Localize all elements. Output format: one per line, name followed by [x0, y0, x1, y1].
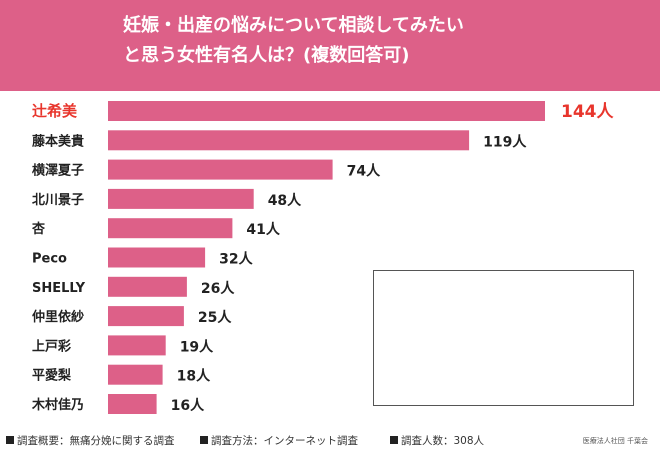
- category-label: 平愛梨: [32, 368, 72, 384]
- bar: [108, 364, 163, 385]
- footer-method: 調査方法：インターネット調査: [200, 434, 358, 448]
- data-label: 26人: [201, 280, 235, 297]
- bar: [108, 394, 157, 414]
- category-label: 北川景子: [32, 193, 84, 208]
- square-bullet-icon: [6, 436, 14, 444]
- data-label: 19人: [180, 338, 214, 355]
- square-bullet-icon: [200, 436, 208, 444]
- data-label: 41人: [246, 221, 280, 238]
- category-label: 辻希美: [32, 102, 78, 120]
- bar: [108, 306, 184, 327]
- header-banner: 妊娠・出産の悩みについて相談してみたい と思う女性有名人は？(複数回答可): [0, 0, 660, 91]
- bar: [108, 130, 470, 151]
- bar: [108, 276, 187, 297]
- bar: [108, 188, 254, 209]
- bar: [108, 159, 333, 180]
- category-label: 木村佳乃: [31, 397, 84, 413]
- chart-title-line-1: 妊娠・出産の悩みについて相談してみたい: [123, 15, 464, 36]
- footer-count: 調査人数：308人: [390, 434, 484, 448]
- inset-ranking-box: [373, 270, 634, 406]
- footer-credit: 医療法人社団 千葉会: [582, 437, 648, 445]
- category-label: SHELLY: [32, 281, 86, 296]
- data-label: 16人: [171, 397, 205, 414]
- category-label: Peco: [32, 252, 67, 267]
- chart-title-line-2: と思う女性有名人は？(複数回答可): [123, 45, 410, 66]
- footer-notes: 調査概要：無痛分娩に関する調査 調査方法：インターネット調査 調査人数：308人…: [0, 434, 660, 450]
- bar: [108, 247, 206, 268]
- footer-summary: 調査概要：無痛分娩に関する調査: [6, 434, 175, 448]
- data-label: 25人: [198, 309, 232, 326]
- bar: [108, 335, 166, 356]
- bar: [108, 218, 233, 239]
- category-label: 仲里依紗: [32, 309, 84, 325]
- data-label: 74人: [347, 163, 381, 180]
- category-label: 横澤夏子: [32, 163, 84, 179]
- category-label: 上戸彩: [32, 338, 71, 354]
- data-label: 48人: [268, 192, 302, 209]
- data-label: 144人: [561, 102, 614, 122]
- data-label: 119人: [483, 133, 527, 150]
- data-label: 32人: [219, 251, 253, 268]
- data-label: 18人: [177, 368, 211, 385]
- category-label: 杏: [32, 221, 46, 237]
- bar: [108, 101, 545, 121]
- square-bullet-icon: [390, 436, 398, 444]
- category-label: 藤本美貴: [32, 133, 84, 149]
